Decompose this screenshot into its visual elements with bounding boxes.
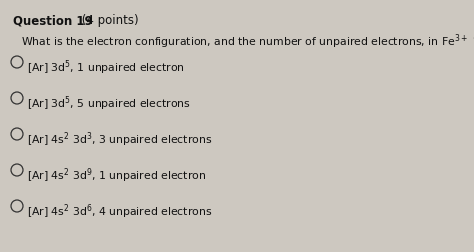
Text: [Ar] 4s$^{2}$ 3d$^{6}$, 4 unpaired electrons: [Ar] 4s$^{2}$ 3d$^{6}$, 4 unpaired elect… <box>27 201 212 220</box>
Text: [Ar] 3d$^{5}$, 1 unpaired electron: [Ar] 3d$^{5}$, 1 unpaired electron <box>27 58 185 76</box>
Text: What is the electron configuration, and the number of unpaired electrons, in Fe$: What is the electron configuration, and … <box>21 32 474 50</box>
Text: [Ar] 4s$^{2}$ 3d$^{3}$, 3 unpaired electrons: [Ar] 4s$^{2}$ 3d$^{3}$, 3 unpaired elect… <box>27 130 212 148</box>
Text: (4 points): (4 points) <box>78 14 138 27</box>
Text: Question 19: Question 19 <box>13 14 93 27</box>
Text: [Ar] 3d$^{5}$, 5 unpaired electrons: [Ar] 3d$^{5}$, 5 unpaired electrons <box>27 94 191 112</box>
Text: [Ar] 4s$^{2}$ 3d$^{9}$, 1 unpaired electron: [Ar] 4s$^{2}$ 3d$^{9}$, 1 unpaired elect… <box>27 165 206 184</box>
